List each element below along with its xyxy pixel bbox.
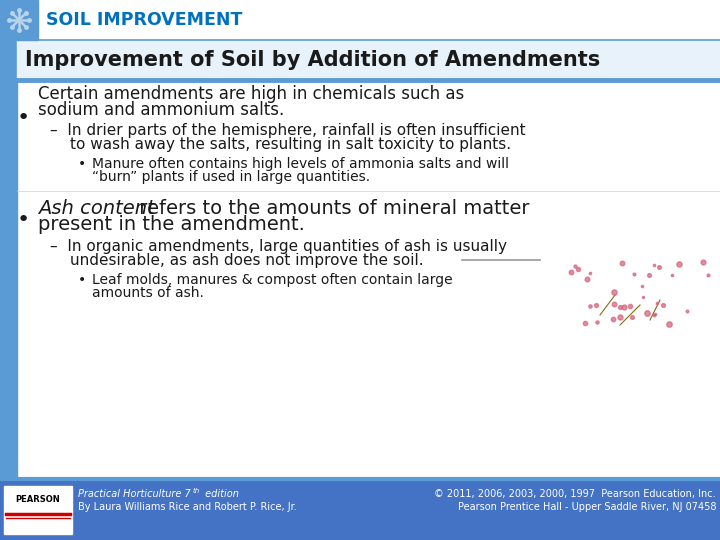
- Text: Pearson Prentice Hall - Upper Saddle River, NJ 07458: Pearson Prentice Hall - Upper Saddle Riv…: [457, 502, 716, 512]
- Text: undesirable, as ash does not improve the soil.: undesirable, as ash does not improve the…: [70, 253, 423, 267]
- Text: •: •: [78, 157, 86, 171]
- Text: By Laura Williams Rice and Robert P. Rice, Jr.: By Laura Williams Rice and Robert P. Ric…: [78, 502, 297, 512]
- Text: present in the amendment.: present in the amendment.: [38, 215, 305, 234]
- Text: edition: edition: [202, 489, 239, 499]
- Text: Practical Horticulture 7: Practical Horticulture 7: [78, 489, 191, 499]
- Bar: [0, 0, 17, 482]
- Text: Certain amendments are high in chemicals such as: Certain amendments are high in chemicals…: [38, 85, 464, 103]
- Text: th: th: [193, 488, 200, 494]
- Text: –  In organic amendments, large quantities of ash is usually: – In organic amendments, large quantitie…: [50, 239, 507, 253]
- Text: SOIL IMPROVEMENT: SOIL IMPROVEMENT: [46, 11, 243, 29]
- Bar: [17, 40, 720, 80]
- Text: Ash content: Ash content: [38, 199, 155, 218]
- Text: to wash away the salts, resulting in salt toxicity to plants.: to wash away the salts, resulting in sal…: [70, 137, 511, 152]
- Text: Improvement of Soil by Addition of Amendments: Improvement of Soil by Addition of Amend…: [25, 50, 600, 70]
- Text: –  In drier parts of the hemisphere, rainfall is often insufficient: – In drier parts of the hemisphere, rain…: [50, 123, 526, 138]
- Text: •: •: [78, 273, 86, 287]
- Text: © 2011, 2006, 2003, 2000, 1997  Pearson Education, Inc.: © 2011, 2006, 2003, 2000, 1997 Pearson E…: [434, 489, 716, 499]
- Text: Manure often contains high levels of ammonia salts and will: Manure often contains high levels of amm…: [92, 157, 509, 171]
- Text: Leaf molds, manures & compost often contain large: Leaf molds, manures & compost often cont…: [92, 273, 453, 287]
- Text: PEARSON: PEARSON: [16, 496, 60, 504]
- Bar: [0, 0, 38, 40]
- Bar: [0, 0, 720, 482]
- Text: refers to the amounts of mineral matter: refers to the amounts of mineral matter: [133, 199, 529, 218]
- Bar: [0, 479, 720, 540]
- Text: “burn” plants if used in large quantities.: “burn” plants if used in large quantitie…: [92, 170, 370, 184]
- Text: •: •: [17, 210, 30, 230]
- Text: amounts of ash.: amounts of ash.: [92, 286, 204, 300]
- Text: •: •: [17, 108, 30, 128]
- Text: sodium and ammonium salts.: sodium and ammonium salts.: [38, 101, 284, 119]
- Bar: [4, 486, 72, 534]
